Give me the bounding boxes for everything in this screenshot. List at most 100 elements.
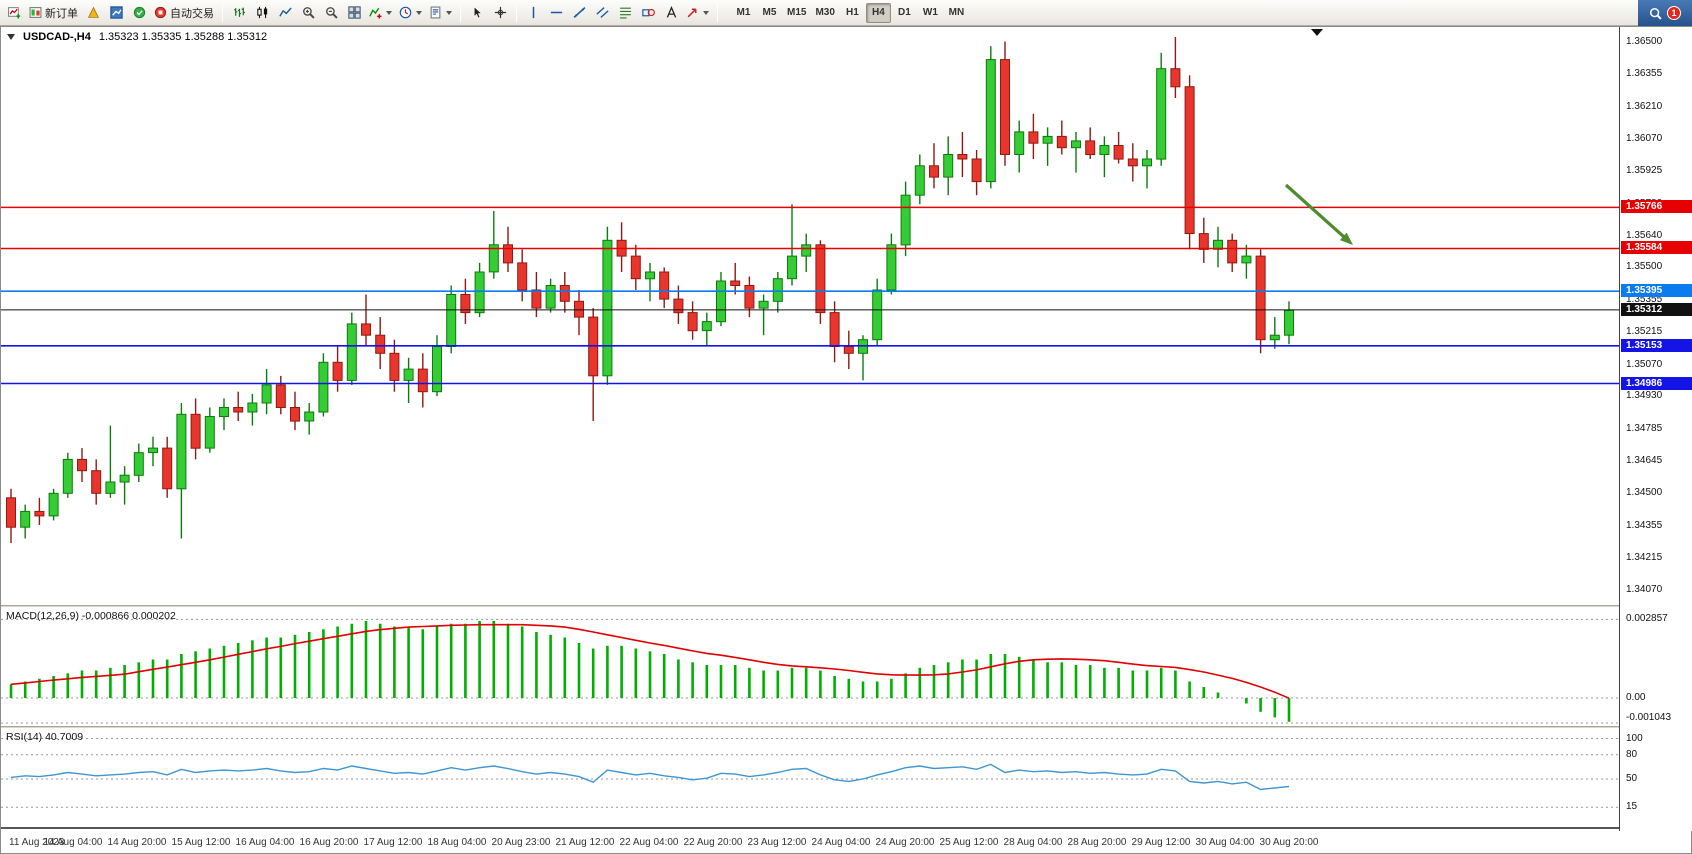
candle xyxy=(886,244,897,291)
price-level-tag[interactable]: 1.34986 xyxy=(1621,376,1692,390)
candle xyxy=(375,334,386,354)
price-level-tag[interactable]: 1.35584 xyxy=(1621,241,1692,255)
text-button[interactable] xyxy=(660,2,682,24)
time-axis[interactable]: 11 Aug 2023 14 Aug 04:00 14 Aug 20:00 15 Au… xyxy=(1,833,1692,853)
candle xyxy=(190,413,201,449)
timeframe-m1-button[interactable]: M1 xyxy=(736,7,751,18)
candle xyxy=(758,300,769,309)
bar-chart-button[interactable] xyxy=(228,2,250,24)
time-label: 21 Aug 12:00 xyxy=(555,837,615,848)
candle xyxy=(787,255,797,280)
candle xyxy=(1142,158,1152,167)
shapes-button[interactable] xyxy=(637,2,659,24)
auto-trading-button[interactable]: 自动交易 xyxy=(151,2,217,24)
macd-chart[interactable] xyxy=(1,608,1619,726)
price-scale[interactable]: 1.36500 1.36355 1.36210 1.36070 1.35925 1.357… xyxy=(1619,27,1692,831)
timeframe-m30-button[interactable]: M30 xyxy=(815,7,835,18)
candle xyxy=(290,407,300,422)
trendline-button[interactable] xyxy=(568,2,590,24)
time-label: 22 Aug 04:00 xyxy=(619,837,679,848)
dropdown-arrow-icon xyxy=(416,10,422,15)
candle xyxy=(1028,131,1039,144)
zoom-out-button[interactable] xyxy=(320,2,342,24)
time-label: 17 Aug 12:00 xyxy=(363,837,423,848)
time-label: 18 Aug 04:00 xyxy=(427,837,487,848)
time-label: 30 Aug 20:00 xyxy=(1259,837,1319,848)
timeframe-mn-button[interactable]: MN xyxy=(948,7,965,18)
candlestick-chart-icon xyxy=(256,6,267,19)
equidistant-channel-button[interactable] xyxy=(591,2,613,24)
arrow-tools-button[interactable] xyxy=(683,2,712,24)
rsi-tick-label: 50 xyxy=(1626,773,1638,784)
new-order-button[interactable]: 新订单 xyxy=(26,2,81,24)
notification-badge[interactable]: 1 xyxy=(1667,6,1681,20)
data-window-button[interactable] xyxy=(128,2,150,24)
timeframe-h4-button[interactable]: H4 xyxy=(865,2,891,23)
candlestick-chart-button[interactable] xyxy=(251,2,273,24)
candle xyxy=(744,285,755,309)
candle xyxy=(91,470,102,494)
timeframe-m15-button[interactable]: M15 xyxy=(787,7,807,18)
timeframe-h1-button[interactable]: H1 xyxy=(846,7,859,18)
price-tick-label: 1.35640 xyxy=(1626,229,1663,241)
chart-shift-marker[interactable] xyxy=(1311,29,1323,36)
candle xyxy=(162,447,173,490)
trendline-icon xyxy=(573,7,585,18)
candle xyxy=(62,458,73,494)
periods-button[interactable] xyxy=(396,2,425,24)
candle xyxy=(34,510,45,517)
rsi-tick-label: 100 xyxy=(1626,732,1643,744)
metaeditor-icon xyxy=(87,6,99,18)
profiles-button[interactable] xyxy=(105,2,127,24)
price-level-tag[interactable]: 1.35395 xyxy=(1621,284,1692,298)
candle xyxy=(815,244,826,314)
trend-arrow-annotation[interactable] xyxy=(1284,183,1349,241)
candle xyxy=(1000,59,1010,155)
candle xyxy=(872,289,883,341)
fibonacci-button[interactable] xyxy=(614,2,636,24)
timeframe-d1-button[interactable]: D1 xyxy=(898,7,911,18)
tile-windows-button[interactable] xyxy=(343,2,365,24)
toolbar-separator xyxy=(516,3,517,22)
timeframe-m5-button[interactable]: M5 xyxy=(762,7,777,18)
candle xyxy=(6,497,16,528)
collapse-triangle-icon[interactable] xyxy=(7,34,15,40)
line-chart-button[interactable] xyxy=(274,2,296,24)
candlestick-chart[interactable] xyxy=(1,27,1619,605)
new-chart-button[interactable] xyxy=(3,2,25,24)
crosshair-button[interactable] xyxy=(489,2,511,24)
candle xyxy=(1241,255,1252,264)
price-tick-label: 1.34500 xyxy=(1626,487,1663,499)
indicators-button[interactable] xyxy=(366,2,395,24)
macd-label: MACD(12,26,9) -0.000866 0.000202 xyxy=(6,610,176,622)
price-tick-label: 1.34215 xyxy=(1626,551,1663,563)
price-level-tag[interactable]: 1.35766 xyxy=(1621,200,1692,214)
cursor-button[interactable] xyxy=(466,2,488,24)
zoom-in-button[interactable] xyxy=(297,2,319,24)
panel-splitter[interactable] xyxy=(1,726,1619,729)
candle xyxy=(801,244,812,257)
rsi-chart[interactable] xyxy=(1,729,1619,829)
candle xyxy=(843,346,854,354)
metaeditor-button[interactable] xyxy=(82,2,104,24)
panel-splitter[interactable] xyxy=(1,605,1619,608)
price-tick-label: 1.34070 xyxy=(1626,584,1663,596)
dropdown-arrow-icon xyxy=(386,10,392,15)
macd-tick-label: -0.001043 xyxy=(1626,712,1672,723)
candle xyxy=(574,300,584,318)
price-level-tag[interactable]: 1.35153 xyxy=(1621,338,1692,352)
timeframe-w1-button[interactable]: W1 xyxy=(922,7,938,18)
time-label: 15 Aug 12:00 xyxy=(171,837,231,848)
current-price-tag[interactable]: 1.35312 xyxy=(1621,302,1692,316)
templates-button[interactable] xyxy=(426,2,455,24)
horizontal-line-button[interactable] xyxy=(545,2,567,24)
candle xyxy=(1099,145,1110,155)
candle xyxy=(77,458,87,472)
vertical-line-button[interactable] xyxy=(522,2,544,24)
crosshair-icon xyxy=(494,6,506,19)
candle xyxy=(148,447,158,454)
auto-trading-icon xyxy=(154,6,167,19)
candle xyxy=(659,271,670,300)
time-label: 14 Aug 04:00 xyxy=(43,837,103,848)
search-icon[interactable] xyxy=(1649,7,1662,20)
